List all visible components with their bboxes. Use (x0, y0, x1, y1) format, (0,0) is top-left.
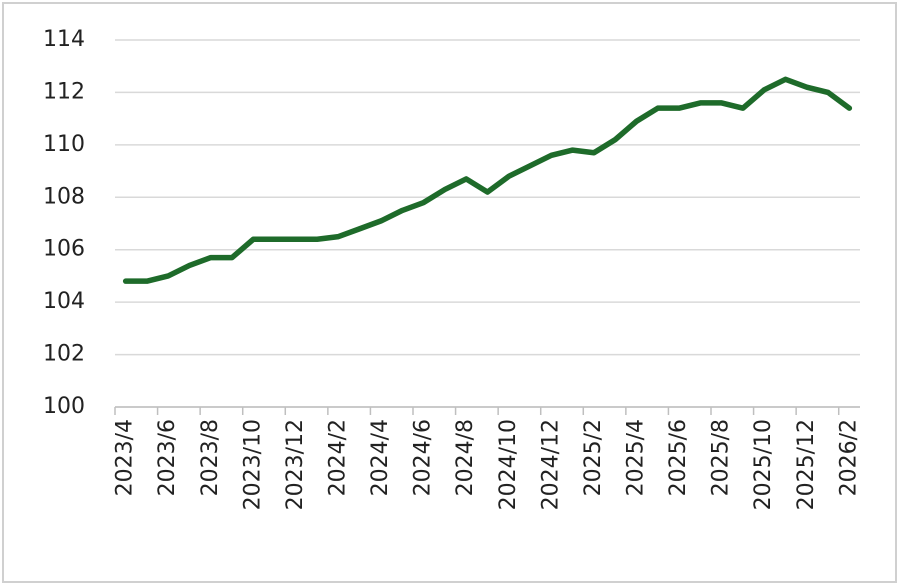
y-tick-label: 108 (43, 184, 85, 209)
x-tick-label: 2025/6 (666, 419, 691, 496)
y-tick-label: 102 (43, 342, 85, 367)
y-tick-label: 112 (43, 79, 85, 104)
x-tick-label: 2024/6 (411, 419, 436, 496)
x-tick-label: 2023/12 (283, 419, 308, 510)
x-tick-label: 2025/10 (751, 419, 776, 510)
x-tick-label: 2024/2 (326, 419, 351, 496)
x-tick-label: 2023/6 (155, 419, 180, 496)
x-tick-label: 2024/12 (538, 419, 563, 510)
y-tick-label: 100 (43, 394, 85, 419)
x-tick-label: 2025/4 (624, 419, 649, 496)
x-tick-label: 2025/2 (581, 419, 606, 496)
x-tick-label: 2024/4 (368, 419, 393, 496)
x-tick-label: 2024/10 (496, 419, 521, 510)
x-tick-label: 2026/2 (836, 419, 861, 496)
x-tick-label: 2023/8 (198, 419, 223, 496)
x-tick-label: 2023/10 (240, 419, 265, 510)
line-series (122, 76, 853, 284)
x-tick-label: 2023/4 (113, 419, 138, 496)
x-tick-label: 2025/12 (794, 419, 819, 510)
y-tick-label: 114 (43, 27, 85, 52)
y-tick-label: 106 (43, 237, 85, 262)
x-tick-label: 2025/8 (709, 419, 734, 496)
x-tick-label: 2024/8 (453, 419, 478, 496)
y-tick-label: 110 (43, 132, 85, 157)
y-tick-label: 104 (43, 289, 85, 314)
